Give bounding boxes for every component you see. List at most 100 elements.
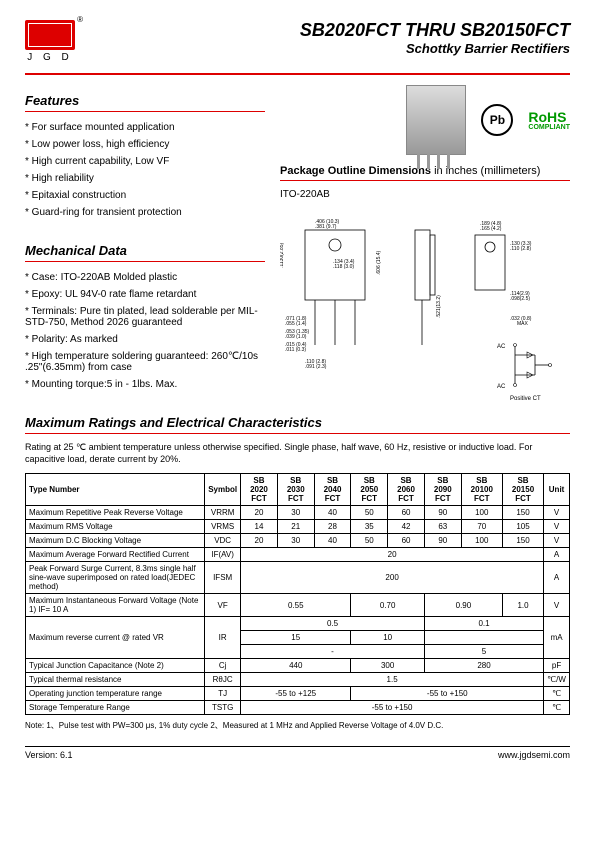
logo-icon: ® (25, 20, 75, 50)
svg-text:.055 (1.4): .055 (1.4) (285, 321, 307, 327)
table-header: Type NumberSymbolSB 2020 FCTSB 2030 FCTS… (26, 474, 570, 506)
cell: ℃ (544, 701, 570, 715)
table-row: Operating junction temperature rangeTJ-5… (26, 687, 570, 701)
svg-text:.098(2.5): .098(2.5) (510, 296, 530, 302)
cell: 0.1 (424, 617, 543, 631)
svg-text:.091 (2.3): .091 (2.3) (305, 364, 327, 370)
col-header: SB 2060 FCT (388, 474, 425, 506)
list-item: Mounting torque:5 in - 1lbs. Max. (25, 379, 265, 390)
list-item: Epoxy: UL 94V-0 rate flame retardant (25, 289, 265, 300)
cell: 28 (314, 520, 351, 534)
cell: Maximum RMS Voltage (26, 520, 205, 534)
cell: VRMS (205, 520, 241, 534)
cell: Storage Temperature Range (26, 701, 205, 715)
cell: -55 to +125 (241, 687, 351, 701)
cell: 50 (351, 534, 388, 548)
cell: 20 (241, 548, 544, 562)
title-main: SB2020FCT THRU SB20150FCT (300, 20, 570, 41)
package-heading: Package Outline Dimensions (280, 165, 431, 177)
cell: 280 (424, 659, 543, 673)
divider (25, 433, 570, 434)
cell: V (544, 534, 570, 548)
cell: 40 (314, 506, 351, 520)
upper-content: Features For surface mounted application… (25, 85, 570, 405)
features-heading: Features (25, 93, 265, 108)
svg-text:.165 (4.2): .165 (4.2) (480, 226, 502, 232)
outline-svg: AC AC Positive CT .406 (10.3) .381 (9.7)… (280, 205, 570, 405)
rohs-text: RoHS (528, 109, 566, 125)
cell: 21 (277, 520, 314, 534)
list-item: High temperature soldering guaranteed: 2… (25, 351, 265, 373)
col-header: SB 2090 FCT (424, 474, 461, 506)
right-column: Pb RoHS COMPLIANT Package Outline Dimens… (280, 85, 570, 405)
list-item: High reliability (25, 173, 265, 184)
cell: 35 (351, 520, 388, 534)
cell: 0.5 (241, 617, 425, 631)
cell: Cj (205, 659, 241, 673)
cell: 1.0 (502, 594, 543, 617)
svg-text:.381 (9.7): .381 (9.7) (315, 224, 337, 230)
title-sub: Schottky Barrier Rectifiers (300, 41, 570, 56)
cell: -55 to +150 (351, 687, 544, 701)
list-item: Polarity: As marked (25, 334, 265, 345)
cell: A (544, 548, 570, 562)
footer: Version: 6.1 www.jgdsemi.com (25, 746, 570, 760)
col-header: SB 2050 FCT (351, 474, 388, 506)
list-item: Epitaxial construction (25, 190, 265, 201)
cell: 40 (314, 534, 351, 548)
divider (280, 180, 570, 181)
divider (25, 261, 265, 262)
cell: 5 (424, 645, 543, 659)
package-diagram: AC AC Positive CT .406 (10.3) .381 (9.7)… (280, 205, 570, 405)
cell: IF(AV) (205, 548, 241, 562)
col-header: SB 20100 FCT (461, 474, 502, 506)
col-header: SB 2020 FCT (241, 474, 278, 506)
svg-text:.521(13.2): .521(13.2) (436, 295, 442, 318)
svg-text:MAX: MAX (517, 321, 529, 327)
package-photo (406, 85, 466, 155)
svg-text:AC: AC (497, 344, 506, 350)
cell: 60 (388, 534, 425, 548)
logo: ® J G D (25, 20, 75, 63)
cell: 105 (502, 520, 543, 534)
table-row: Storage Temperature RangeTSTG-55 to +150… (26, 701, 570, 715)
left-column: Features For surface mounted application… (25, 85, 265, 405)
cell: 100 (461, 506, 502, 520)
list-item: Guard-ring for transient protection (25, 207, 265, 218)
svg-text:.606 (15.4): .606 (15.4) (376, 250, 382, 275)
table-row: Maximum Repetitive Peak Reverse VoltageV… (26, 506, 570, 520)
cell: IR (205, 617, 241, 659)
version: Version: 6.1 (25, 750, 73, 760)
cell: 15 (241, 631, 351, 645)
cell: Typical thermal resistance (26, 673, 205, 687)
cell: A (544, 562, 570, 594)
list-item: Case: ITO-220AB Molded plastic (25, 272, 265, 283)
svg-text:Positive CT: Positive CT (510, 396, 541, 402)
cell: 10 (351, 631, 425, 645)
cell (424, 631, 543, 645)
cell: 50 (351, 506, 388, 520)
table-row: Typical thermal resistanceRθJC1.5℃/W (26, 673, 570, 687)
cell: 70 (461, 520, 502, 534)
features-list: For surface mounted application Low power… (25, 122, 265, 218)
cell: 14 (241, 520, 278, 534)
cell: 200 (241, 562, 544, 594)
table-row: Peak Forward Surge Current, 8.3ms single… (26, 562, 570, 594)
list-item: Low power loss, high efficiency (25, 139, 265, 150)
table-row: Maximum Instantaneous Forward Voltage (N… (26, 594, 570, 617)
list-item: For surface mounted application (25, 122, 265, 133)
col-header: Unit (544, 474, 570, 506)
cell: Operating junction temperature range (26, 687, 205, 701)
cell: 63 (424, 520, 461, 534)
cell: Maximum Instantaneous Forward Voltage (N… (26, 594, 205, 617)
divider (25, 73, 570, 75)
cell: IFSM (205, 562, 241, 594)
cell: VF (205, 594, 241, 617)
cell: - (241, 645, 425, 659)
col-header: SB 2040 FCT (314, 474, 351, 506)
cell: 440 (241, 659, 351, 673)
ratings-heading: Maximum Ratings and Electrical Character… (25, 415, 570, 430)
table-row: Maximum D.C Blocking VoltageVDC203040506… (26, 534, 570, 548)
cell: mA (544, 617, 570, 659)
list-item: High current capability, Low VF (25, 156, 265, 167)
